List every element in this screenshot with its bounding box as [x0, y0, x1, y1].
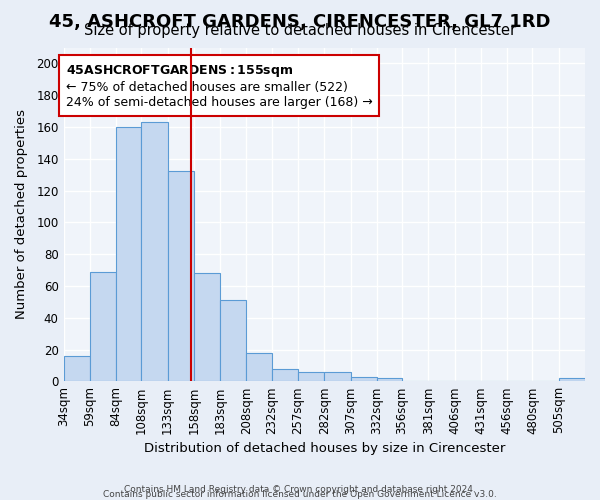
- Text: $\bf{45 ASHCROFT GARDENS: 155sqm}$
← 75% of detached houses are smaller (522)
24: $\bf{45 ASHCROFT GARDENS: 155sqm}$ ← 75%…: [65, 64, 373, 110]
- Text: Contains public sector information licensed under the Open Government Licence v3: Contains public sector information licen…: [103, 490, 497, 499]
- Y-axis label: Number of detached properties: Number of detached properties: [15, 110, 28, 320]
- Bar: [247, 352, 272, 382]
- Bar: [324, 372, 350, 382]
- Bar: [377, 378, 402, 382]
- Bar: [272, 368, 298, 382]
- Bar: [90, 272, 116, 382]
- Text: Size of property relative to detached houses in Cirencester: Size of property relative to detached ho…: [84, 22, 516, 38]
- Bar: [167, 172, 194, 382]
- Text: Contains HM Land Registry data © Crown copyright and database right 2024.: Contains HM Land Registry data © Crown c…: [124, 485, 476, 494]
- Text: 45, ASHCROFT GARDENS, CIRENCESTER, GL7 1RD: 45, ASHCROFT GARDENS, CIRENCESTER, GL7 1…: [49, 12, 551, 30]
- Bar: [194, 273, 220, 382]
- Bar: [298, 372, 324, 382]
- Bar: [220, 300, 247, 382]
- Bar: [64, 356, 90, 382]
- Bar: [116, 127, 142, 382]
- Bar: [142, 122, 167, 382]
- X-axis label: Distribution of detached houses by size in Cirencester: Distribution of detached houses by size …: [143, 442, 505, 455]
- Bar: [350, 376, 377, 382]
- Bar: [559, 378, 585, 382]
